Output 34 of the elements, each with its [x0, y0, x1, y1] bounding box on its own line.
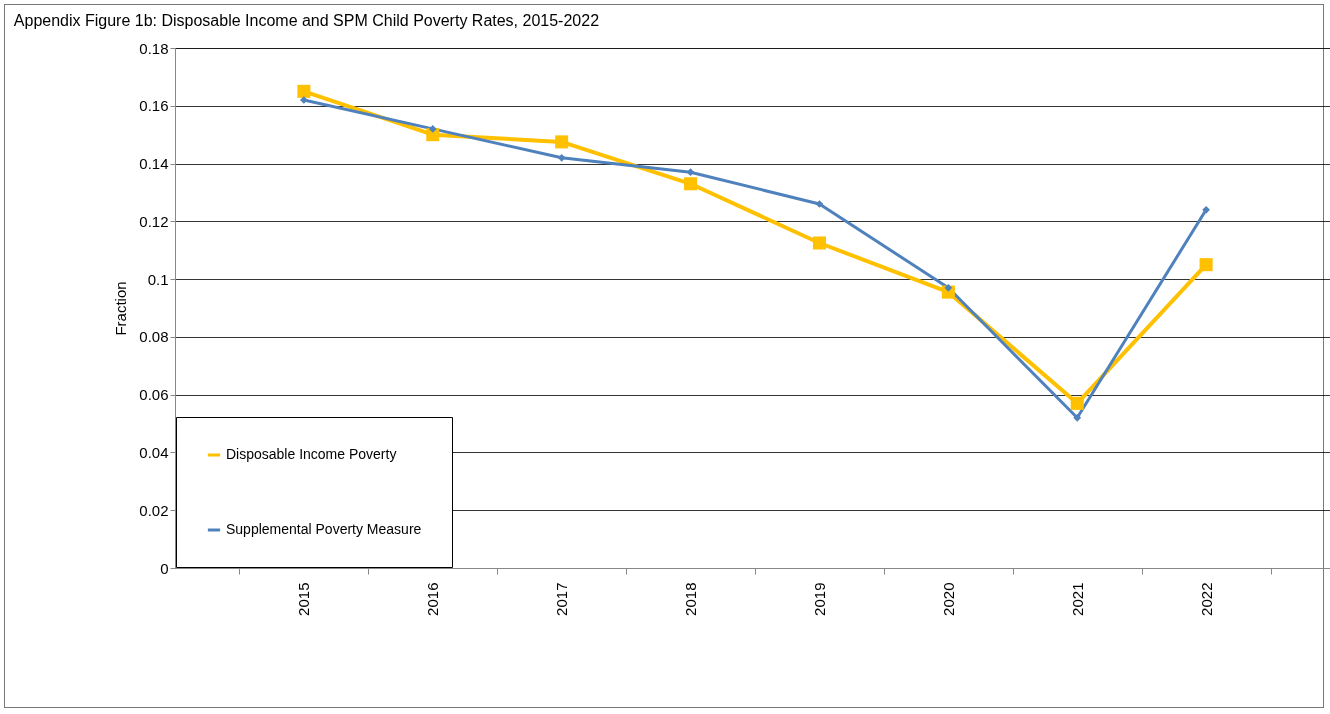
point	[555, 135, 569, 149]
y-tick-label: 0	[160, 559, 169, 577]
y-tick-label: 0.12	[139, 212, 169, 230]
point	[686, 168, 695, 177]
y-tick-label: 0.04	[139, 443, 169, 461]
y-tick-label: 0.14	[139, 155, 169, 173]
point	[297, 84, 311, 98]
x-tick-label: 2015	[295, 582, 313, 616]
y-tick-label: 0.16	[139, 97, 169, 115]
y-tick-label: 0.08	[139, 328, 169, 346]
x-tick-label: 2018	[682, 582, 700, 616]
point	[684, 177, 698, 191]
point	[815, 200, 824, 208]
legend-label: Supplemental Poverty Measure	[226, 521, 422, 537]
chart-title: Appendix Figure 1b: Disposable Income and SPM Child Poverty Rates, 2015-2022	[13, 12, 600, 29]
point	[1202, 205, 1210, 214]
x-tick-label: 2021	[1068, 582, 1086, 616]
point	[1199, 258, 1213, 272]
y-tick-label: 0.02	[139, 501, 169, 519]
point	[557, 153, 566, 162]
x-tick-label: 2019	[810, 582, 828, 616]
y-tick-label: 0.1	[147, 270, 169, 288]
point	[1070, 396, 1084, 410]
x-tick-label: 2020	[939, 582, 957, 616]
point	[1073, 413, 1082, 422]
y-tick-label: 0.06	[139, 386, 169, 404]
x-tick-label: 2017	[553, 582, 571, 616]
point	[428, 125, 437, 133]
x-tick-label: 2022	[1197, 582, 1215, 616]
legend-label: Disposable Income Poverty	[226, 446, 397, 462]
y-tick-label: 0.18	[139, 39, 169, 57]
x-tick-label: 2016	[424, 582, 442, 616]
point	[812, 236, 826, 250]
y-axis-title: Fraction	[112, 281, 130, 336]
